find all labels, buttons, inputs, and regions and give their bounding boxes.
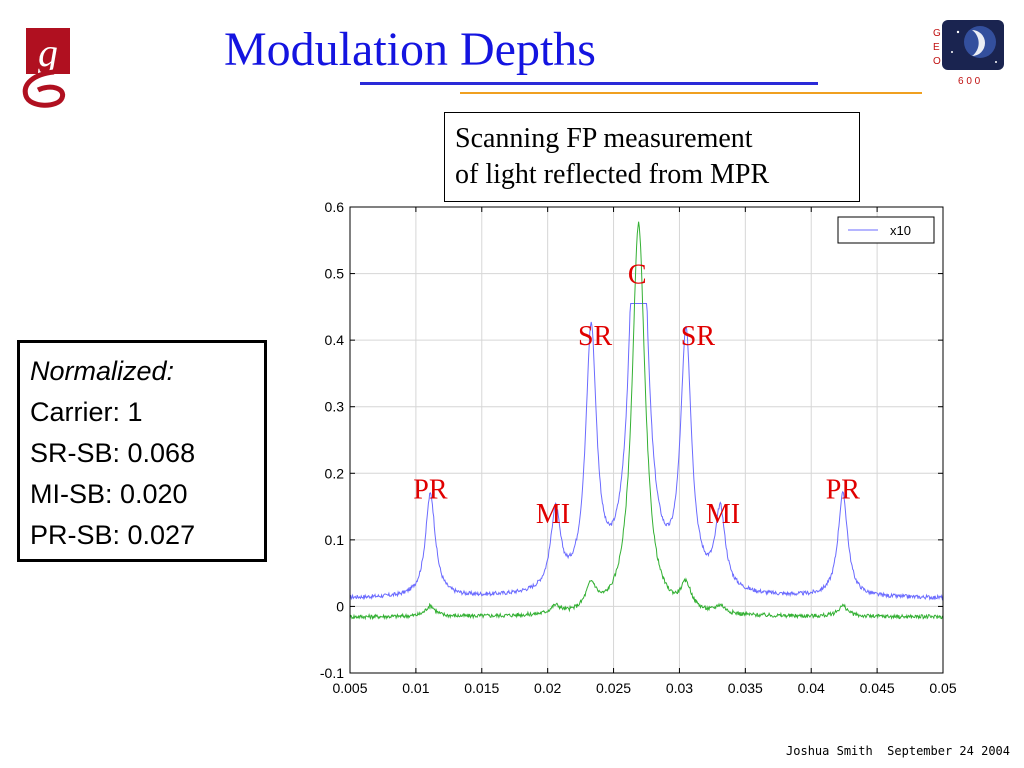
x-tick-label: 0.045 <box>860 680 895 696</box>
peak-annotation: C <box>628 260 647 291</box>
logo-star-icon <box>951 51 953 53</box>
caption-line: of light reflected from MPR <box>455 159 770 190</box>
logo-letter-g: G <box>933 28 941 39</box>
logo-letter-e: E <box>933 42 940 53</box>
y-tick-label: 0.1 <box>325 532 345 548</box>
normalized-sr-sb: SR-SB: 0.068 <box>30 438 196 468</box>
logo-letter: g <box>38 30 58 75</box>
series-x10-line <box>349 303 944 601</box>
title-underline-orange <box>460 92 922 94</box>
x-tick-label: 0.035 <box>728 680 763 696</box>
normalized-mi-sb: MI-SB: 0.020 <box>30 479 188 509</box>
y-tick-label: -0.1 <box>320 665 344 681</box>
ligo-logo-left: g <box>22 28 70 108</box>
legend-label: x10 <box>890 223 911 238</box>
logo-star-icon <box>956 30 960 34</box>
y-tick-label: 0.4 <box>325 332 345 348</box>
x-tick-label: 0.02 <box>534 680 561 696</box>
y-tick-label: 0.2 <box>325 465 345 481</box>
x-tick-label: 0.025 <box>596 680 631 696</box>
x-tick-label: 0.01 <box>402 680 429 696</box>
peak-annotation: PR <box>413 475 448 506</box>
x-tick-label: 0.015 <box>464 680 499 696</box>
peak-annotation: PR <box>826 475 861 506</box>
normalized-title: Normalized: <box>30 356 175 386</box>
x-tick-label: 0.05 <box>929 680 956 696</box>
logo-letter-o: O <box>933 56 941 67</box>
axes-frame <box>349 206 944 674</box>
plot-area <box>350 207 943 673</box>
x-tick-label: 0.04 <box>798 680 825 696</box>
peak-annotation: MI <box>706 499 740 530</box>
x-tick-label: 0.03 <box>666 680 693 696</box>
footer-date: September 24 2004 <box>887 744 1010 758</box>
normalized-pr-sb: PR-SB: 0.027 <box>30 520 196 550</box>
footer-author: Joshua Smith <box>786 744 873 758</box>
page-title: Modulation Depths <box>224 23 596 76</box>
y-tick-label: 0.3 <box>325 399 345 415</box>
logo-number: 6 0 0 <box>958 76 981 87</box>
y-tick-label: 0.5 <box>325 266 345 282</box>
logo-square <box>26 28 70 74</box>
footer: Joshua Smith September 24 2004 <box>786 744 1010 758</box>
peak-annotation: MI <box>536 499 570 530</box>
series-raw-line <box>349 221 944 621</box>
caption-box: Scanning FP measurement of light reflect… <box>444 112 860 202</box>
peak-annotation: SR <box>578 321 613 352</box>
title-underline-blue <box>360 82 818 85</box>
logo-moon-icon <box>972 30 985 56</box>
normalized-values-box: Normalized: Carrier: 1 SR-SB: 0.068 MI-S… <box>17 340 267 562</box>
peak-annotation: SR <box>681 321 716 352</box>
logo-star-icon <box>995 61 997 63</box>
fp-scan-chart: 0.005 0.01 0.015 0.02 0.025 0.03 0.035 0.04 0.04… <box>320 199 957 696</box>
logo-swirl <box>22 69 66 108</box>
geo600-logo: G E O 6 0 0 <box>933 20 1004 87</box>
x-tick-label: 0.005 <box>332 680 367 696</box>
y-tick-label: 0 <box>336 598 344 614</box>
normalized-carrier: Carrier: 1 <box>30 397 143 427</box>
y-tick-label: 0.6 <box>325 199 345 215</box>
caption-line: Scanning FP measurement <box>455 123 753 154</box>
